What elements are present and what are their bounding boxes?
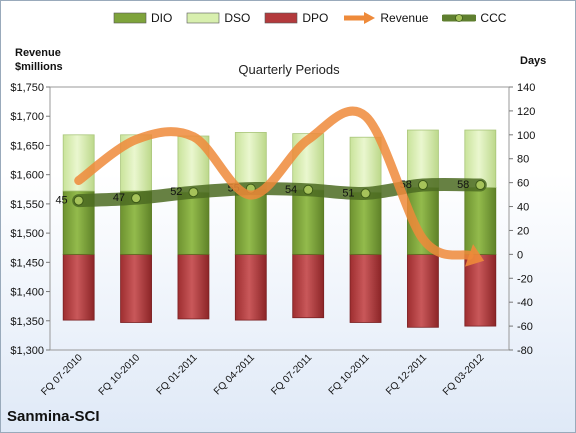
- ccc-point: [417, 180, 428, 191]
- left-tick-label: $1,750: [10, 82, 44, 94]
- ccc-point: [131, 193, 142, 204]
- legend-item-dpo: DPO: [264, 11, 328, 25]
- ccc-point: [303, 184, 314, 195]
- legend-item-ccc: CCC: [442, 11, 506, 25]
- legend-item-dso: DSO: [186, 11, 250, 25]
- legend-swatch: [344, 12, 376, 24]
- bar-dpo: [120, 253, 152, 323]
- ccc-data-label: 51: [342, 187, 354, 199]
- category-label: FQ 10-2010: [97, 352, 143, 398]
- legend-swatch-arrowhead: [364, 12, 376, 24]
- legend-label: DPO: [302, 11, 329, 25]
- legend-item-revenue: Revenue: [342, 11, 428, 25]
- right-tick-label: -40: [517, 297, 533, 309]
- right-tick-label: 40: [517, 202, 529, 214]
- legend-swatch: [265, 12, 298, 24]
- bar-dpo: [234, 253, 267, 321]
- left-tick-label: $1,300: [10, 345, 44, 357]
- ccc-point: [475, 180, 486, 191]
- right-tick-label: 0: [517, 249, 523, 261]
- right-tick-label: 80: [517, 154, 529, 166]
- revenue-arrowhead: [464, 244, 485, 267]
- bar-dpo: [407, 253, 439, 328]
- category-label: FQ 07-2011: [269, 352, 314, 397]
- bar-dso: [349, 136, 382, 193]
- left-axis-title: Revenue $millions: [15, 46, 63, 74]
- bar-dso: [234, 132, 267, 190]
- left-tick-label: $1,550: [10, 199, 44, 211]
- ccc-point: [360, 188, 371, 199]
- bar-dpo: [464, 253, 497, 327]
- company-name: Sanmina-SCI: [7, 408, 100, 425]
- legend-swatch: [442, 14, 477, 22]
- plot-area: [49, 86, 510, 351]
- ccc-data-label: 45: [55, 195, 67, 207]
- ccc-data-label: 52: [170, 186, 182, 198]
- left-tick-label: $1,600: [10, 170, 44, 182]
- legend-label: CCC: [480, 11, 507, 25]
- bar-dpo: [349, 253, 382, 323]
- bar-dio: [177, 191, 210, 255]
- category-label: FQ 03-2012: [441, 352, 487, 398]
- category-label: FQ 07-2010: [39, 352, 85, 398]
- legend-swatch: [187, 12, 220, 24]
- left-tick-label: $1,650: [10, 140, 44, 152]
- ccc-point: [188, 187, 199, 198]
- right-tick-label: 60: [517, 178, 529, 190]
- legend-item-dio: DIO: [113, 11, 172, 25]
- legend-swatch-box: [265, 12, 298, 24]
- right-tick-label: 120: [517, 106, 535, 118]
- right-tick-label: 20: [517, 225, 529, 237]
- chart-legend: DIO DSO DPO Revenue CCC: [113, 11, 520, 25]
- ccc-data-label: 54: [285, 184, 297, 196]
- right-tick-label: -60: [517, 321, 533, 333]
- right-axis-title: Days: [520, 55, 547, 67]
- bar-dso: [464, 129, 497, 188]
- ccc-data-label: 58: [457, 179, 469, 191]
- left-tick-label: $1,450: [10, 257, 44, 269]
- category-label: FQ 12-2011: [384, 352, 429, 397]
- right-tick-label: -80: [517, 345, 533, 357]
- bar-dio: [464, 187, 497, 255]
- legend-label: DIO: [151, 11, 173, 25]
- left-tick-label: $1,500: [10, 228, 44, 240]
- category-label: FQ 10-2011: [327, 352, 372, 397]
- chart-subtitle: Quarterly Periods: [238, 62, 340, 77]
- legend-swatch: [113, 12, 147, 24]
- legend-swatch-box: [187, 12, 220, 24]
- legend-label: Revenue: [380, 11, 429, 25]
- left-axis-title-line1: Revenue: [15, 47, 61, 59]
- legend-label: DSO: [224, 11, 251, 25]
- ccc-data-label: 47: [113, 192, 125, 204]
- right-tick-label: 140: [517, 82, 535, 94]
- right-tick-label: -20: [517, 273, 533, 285]
- right-tick-label: 100: [517, 130, 535, 142]
- legend-swatch-dot: [455, 14, 464, 22]
- left-tick-label: $1,700: [10, 111, 44, 123]
- bar-dpo: [177, 253, 210, 320]
- category-label: FQ 04-2011: [212, 352, 257, 397]
- legend-swatch-box: [113, 12, 147, 24]
- ccc-point: [73, 195, 84, 206]
- left-tick-label: $1,400: [10, 287, 44, 299]
- bar-dpo: [62, 253, 95, 321]
- bar-dso: [407, 129, 439, 188]
- category-label: FQ 01-2011: [155, 352, 200, 397]
- left-tick-label: $1,350: [10, 316, 44, 328]
- bar-dio: [349, 191, 382, 255]
- bar-dpo: [292, 253, 325, 319]
- bar-dio: [292, 189, 325, 255]
- left-axis-title-line2: $millions: [15, 61, 63, 73]
- revenue-line: [74, 106, 474, 260]
